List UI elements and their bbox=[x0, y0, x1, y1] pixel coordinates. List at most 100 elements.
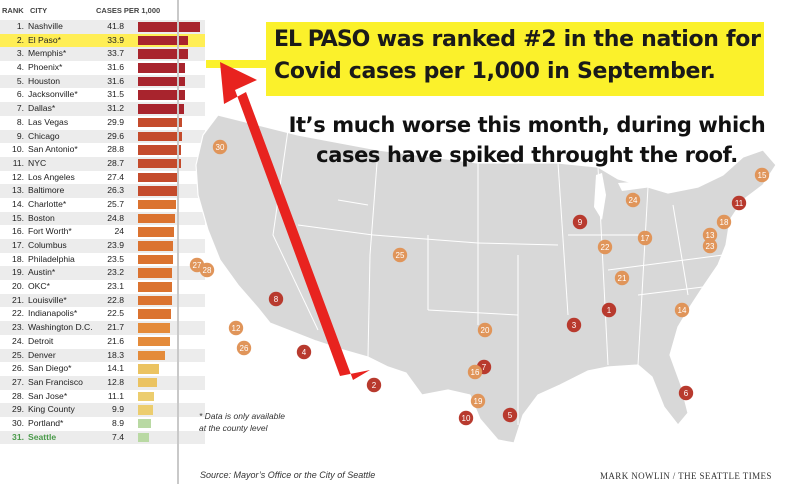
map-marker bbox=[674, 302, 690, 318]
table-row: 2. El Paso* 33.9 bbox=[0, 33, 205, 48]
table-row: 23. Washington D.C. 21.7 bbox=[0, 321, 205, 335]
row-bar bbox=[138, 405, 153, 415]
table-row: 25. Denver 18.3 bbox=[0, 348, 205, 363]
map-marker-label: 26 bbox=[240, 344, 249, 353]
row-rank: 31. bbox=[12, 431, 24, 442]
map-marker bbox=[702, 238, 718, 254]
table-row: 26. San Diego* 14.1 bbox=[0, 362, 205, 376]
map-marker bbox=[566, 317, 582, 333]
row-bar bbox=[138, 131, 182, 141]
row-city: Columbus bbox=[28, 240, 67, 250]
table-row: 30. Portland* 8.9 bbox=[0, 417, 205, 431]
row-rank: 24. bbox=[12, 335, 24, 346]
row-city: Nashville bbox=[28, 21, 63, 31]
map-marker-label: 19 bbox=[474, 397, 483, 406]
row-city: Detroit bbox=[28, 335, 54, 346]
highlight-connector bbox=[206, 60, 268, 68]
row-city: Houston bbox=[28, 75, 61, 86]
table-rows: 1. Nashville 41.8 2. El Paso* 33.9 3. Memphis* 3… bbox=[0, 20, 205, 445]
row-value: 9.9 bbox=[112, 404, 124, 415]
row-rank: 13. bbox=[12, 185, 24, 196]
row-value: 24.8 bbox=[107, 212, 124, 223]
table-row: 4. Phoenix* 31.6 bbox=[0, 61, 205, 75]
row-bar bbox=[138, 104, 185, 114]
map-marker bbox=[702, 227, 718, 243]
row-bar bbox=[138, 323, 171, 333]
row-value: 11.1 bbox=[107, 390, 124, 401]
row-bar bbox=[138, 241, 174, 251]
column-header-cases: CASES PER 1,000 bbox=[96, 6, 161, 15]
row-bar bbox=[138, 172, 179, 183]
row-rank: 3. bbox=[16, 48, 24, 59]
row-value: 22.8 bbox=[107, 294, 124, 305]
row-bar bbox=[138, 227, 174, 237]
row-bar bbox=[138, 63, 185, 73]
row-city: Los Angeles bbox=[28, 171, 75, 182]
row-rank: 26. bbox=[12, 363, 24, 374]
table-row: 11. NYC 28.7 bbox=[0, 156, 205, 171]
headline-city: EL PASO bbox=[274, 27, 370, 52]
table-row: 22. Indianapolis* 22.5 bbox=[0, 307, 205, 321]
row-rank: 2. bbox=[16, 34, 24, 45]
row-value: 27.4 bbox=[107, 171, 124, 182]
map-marker bbox=[392, 247, 408, 263]
table-row: 7. Dallas* 31.2 bbox=[0, 102, 205, 116]
ranking-table: RANK CITY CASES PER 1,000 1. Nashville 41.… bbox=[0, 0, 205, 484]
map-marker-label: 11 bbox=[735, 199, 744, 208]
map-marker bbox=[637, 230, 653, 246]
map-marker-label: 14 bbox=[678, 306, 687, 315]
row-city: Philadelphia bbox=[28, 253, 75, 264]
map-marker-label: 30 bbox=[216, 143, 225, 152]
row-bar bbox=[138, 391, 155, 402]
row-bar bbox=[138, 418, 152, 429]
table-row: 8. Las Vegas 29.9 bbox=[0, 116, 205, 130]
row-city: Dallas* bbox=[28, 103, 56, 114]
row-bar bbox=[138, 350, 166, 360]
table-row: 13. Baltimore 26.3 bbox=[0, 184, 205, 198]
row-city: Fort Worth* bbox=[28, 226, 72, 237]
map-marker bbox=[199, 262, 215, 278]
row-rank: 18. bbox=[12, 253, 24, 264]
map-marker bbox=[470, 393, 486, 409]
table-row: 14. Charlotte* 25.7 bbox=[0, 198, 205, 212]
row-bar bbox=[138, 336, 171, 347]
map-marker-label: 21 bbox=[618, 274, 627, 283]
row-bar bbox=[138, 90, 185, 100]
row-city: OKC* bbox=[28, 281, 50, 292]
footnote: * Data is only available at the county l… bbox=[199, 410, 285, 434]
map-marker-label: 12 bbox=[232, 324, 241, 333]
row-rank: 21. bbox=[12, 294, 24, 305]
credit-line: MARK NOWLIN / THE SEATTLE TIMES bbox=[600, 471, 772, 481]
source-line: Source: Mayor’s Office or the City of Se… bbox=[200, 470, 376, 480]
row-city: Baltimore bbox=[28, 185, 65, 196]
table-row: 18. Philadelphia 23.5 bbox=[0, 253, 205, 267]
row-bar bbox=[138, 117, 183, 128]
row-bar bbox=[138, 295, 172, 306]
row-value: 41.8 bbox=[107, 21, 124, 31]
map-marker-label: 6 bbox=[684, 389, 689, 398]
map-marker-label: 4 bbox=[302, 348, 307, 357]
map-marker-label: 16 bbox=[471, 368, 480, 377]
row-rank: 15. bbox=[12, 212, 24, 223]
map-marker-label: 3 bbox=[572, 321, 577, 330]
table-row: 27. San Francisco 12.8 bbox=[0, 375, 205, 390]
lake-michigan bbox=[594, 173, 652, 220]
row-rank: 27. bbox=[12, 376, 24, 387]
map-marker-label: 9 bbox=[578, 218, 583, 227]
row-value: 25.7 bbox=[107, 198, 124, 209]
row-city: Memphis* bbox=[28, 48, 67, 59]
row-bar bbox=[138, 432, 149, 443]
map-marker-label: 1 bbox=[607, 306, 612, 315]
row-bar bbox=[138, 254, 173, 265]
footnote-line-1: * Data is only available bbox=[199, 411, 285, 421]
row-value: 31.6 bbox=[107, 62, 124, 73]
row-city: Las Vegas bbox=[28, 116, 69, 127]
map-marker-label: 24 bbox=[629, 196, 638, 205]
subheadline: It’s much worse this month, during which… bbox=[288, 113, 766, 167]
row-value: 24 bbox=[114, 226, 124, 237]
map-marker-label: 7 bbox=[482, 363, 487, 372]
row-city: Seattle bbox=[28, 431, 57, 442]
table-divider bbox=[177, 0, 179, 484]
map-marker bbox=[458, 410, 474, 426]
row-city: El Paso* bbox=[28, 34, 61, 45]
